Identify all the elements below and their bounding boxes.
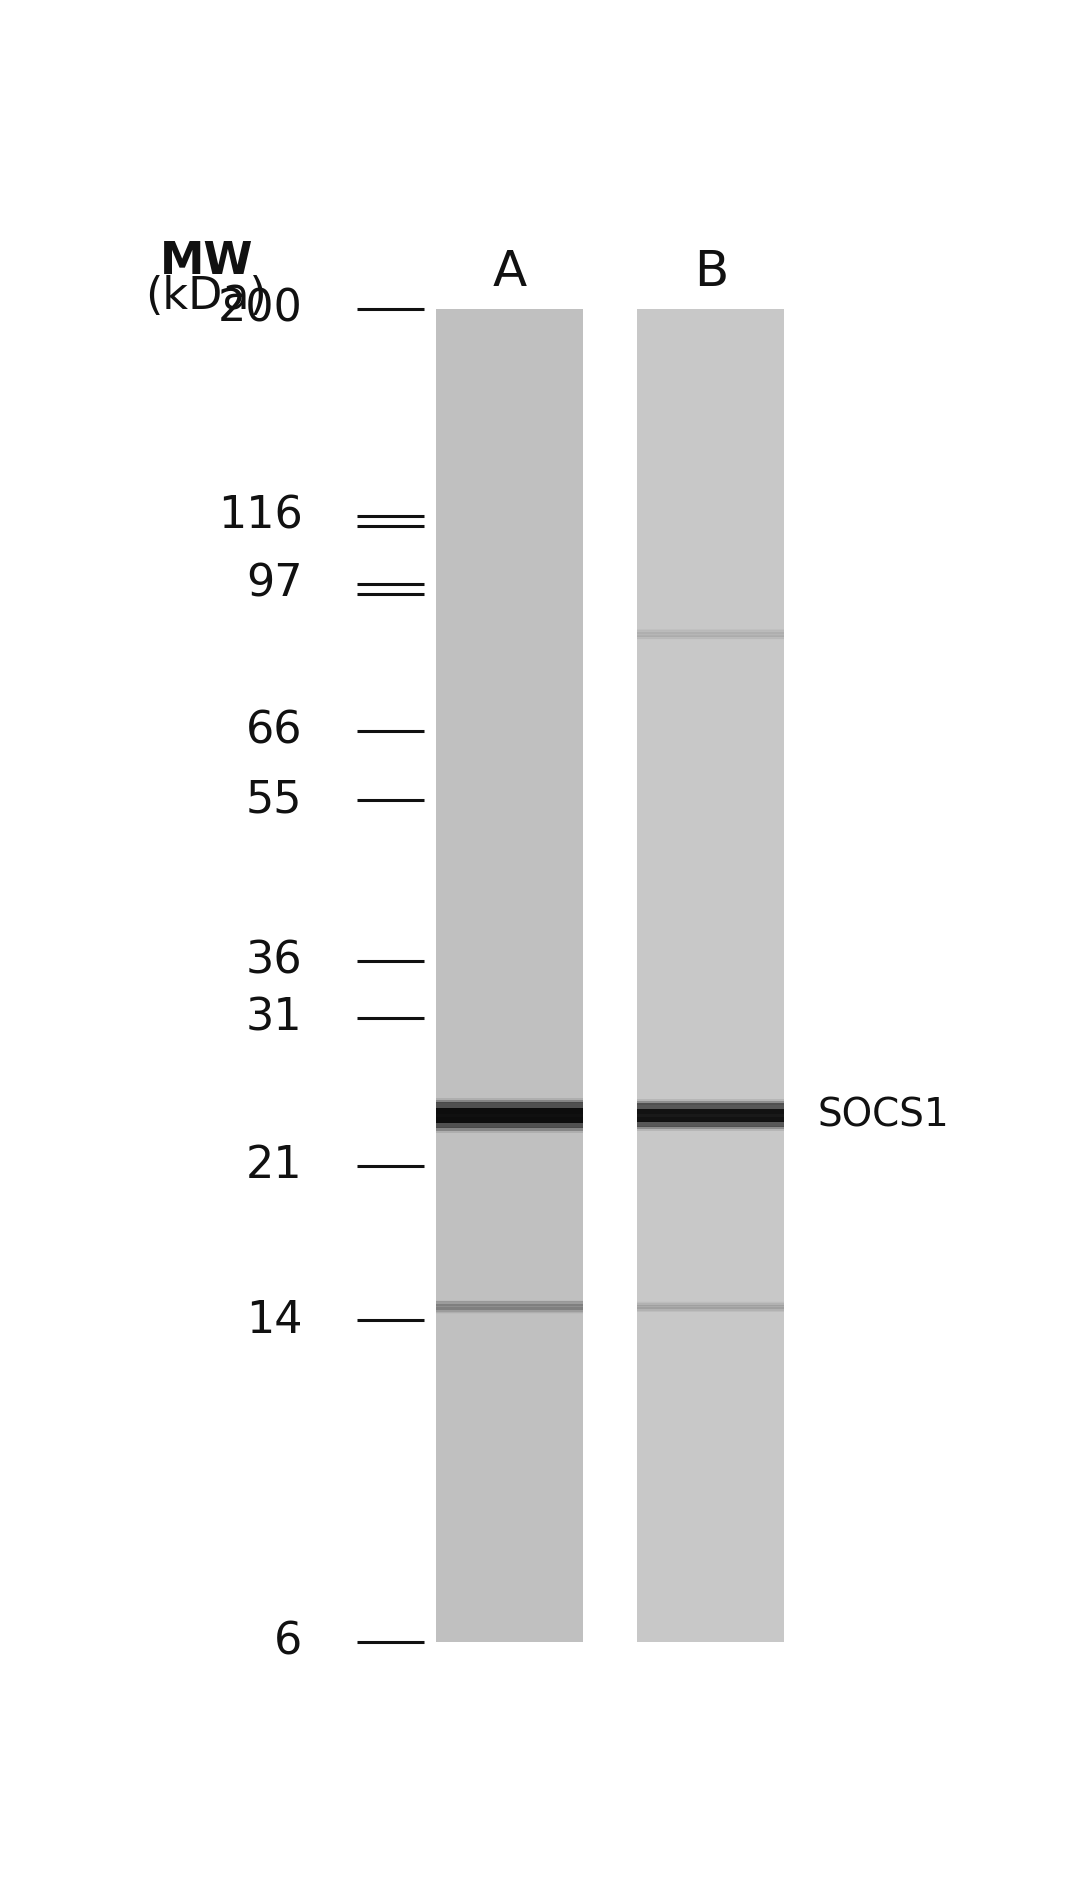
Bar	[436, 1300, 583, 1304]
Bar	[637, 1121, 784, 1128]
Text: 14: 14	[246, 1298, 302, 1342]
Bar	[436, 1102, 583, 1113]
Bar	[436, 1117, 583, 1128]
Bar	[637, 1102, 784, 1109]
Bar	[436, 1309, 583, 1313]
Bar	[436, 308, 583, 1642]
Text: 21: 21	[246, 1144, 302, 1187]
Text: SOCS1: SOCS1	[818, 1096, 949, 1134]
Bar	[436, 1307, 583, 1313]
Text: 31: 31	[246, 997, 302, 1039]
Bar	[436, 1311, 583, 1315]
Bar	[637, 1304, 784, 1305]
Bar	[436, 1123, 583, 1130]
Bar	[436, 1100, 583, 1109]
Text: 6: 6	[274, 1621, 302, 1663]
Bar	[637, 1127, 784, 1130]
Bar	[637, 1309, 784, 1311]
Bar	[637, 1100, 784, 1104]
Bar	[637, 1117, 784, 1127]
Text: B: B	[693, 247, 728, 297]
Bar	[436, 1300, 583, 1302]
Bar	[436, 1108, 583, 1123]
Bar	[637, 1104, 784, 1113]
Text: A: A	[492, 247, 527, 297]
Bar	[436, 1098, 583, 1104]
Text: 66: 66	[246, 710, 302, 752]
Bar	[436, 1127, 583, 1132]
Bar	[637, 1109, 784, 1123]
Bar	[637, 636, 784, 639]
Bar	[637, 630, 784, 632]
Text: 200: 200	[217, 287, 302, 331]
Bar	[637, 630, 784, 634]
Bar	[436, 1304, 583, 1309]
Bar	[637, 636, 784, 639]
Bar	[637, 632, 784, 638]
Bar	[637, 308, 784, 1642]
Text: MW: MW	[160, 240, 253, 284]
Bar	[637, 1304, 784, 1309]
Text: (kDa): (kDa)	[146, 276, 267, 318]
Bar	[637, 1302, 784, 1305]
Bar	[637, 1307, 784, 1311]
Text: 97: 97	[246, 563, 302, 605]
Text: 116: 116	[218, 495, 302, 537]
Bar	[436, 1302, 583, 1305]
Text: 36: 36	[246, 940, 302, 982]
Text: 55: 55	[246, 778, 302, 822]
